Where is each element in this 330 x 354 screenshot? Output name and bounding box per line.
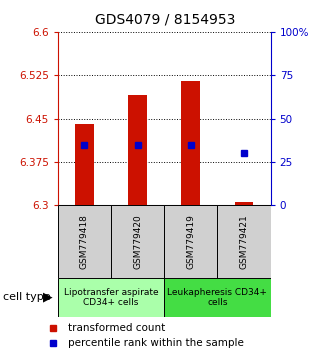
Bar (58, 278, 164, 317)
Bar (164, 278, 271, 317)
Text: transformed count: transformed count (68, 322, 165, 332)
Bar (128, 96, 147, 205)
Bar (111, 205, 164, 278)
Bar (164, 205, 217, 278)
Text: GSM779418: GSM779418 (80, 214, 89, 269)
Text: GSM779421: GSM779421 (240, 214, 248, 269)
Text: Leukapheresis CD34+
cells: Leukapheresis CD34+ cells (167, 288, 267, 307)
Text: cell type: cell type (3, 292, 51, 302)
Bar (75, 124, 94, 205)
Bar (182, 81, 200, 205)
Text: GSM779420: GSM779420 (133, 214, 142, 269)
Text: Lipotransfer aspirate
CD34+ cells: Lipotransfer aspirate CD34+ cells (64, 288, 158, 307)
Text: GDS4079 / 8154953: GDS4079 / 8154953 (95, 12, 235, 27)
Bar (217, 205, 271, 278)
Text: ▶: ▶ (43, 291, 53, 304)
Bar (235, 202, 253, 205)
Text: percentile rank within the sample: percentile rank within the sample (68, 338, 244, 348)
Text: GSM779419: GSM779419 (186, 214, 195, 269)
Bar (58, 205, 111, 278)
